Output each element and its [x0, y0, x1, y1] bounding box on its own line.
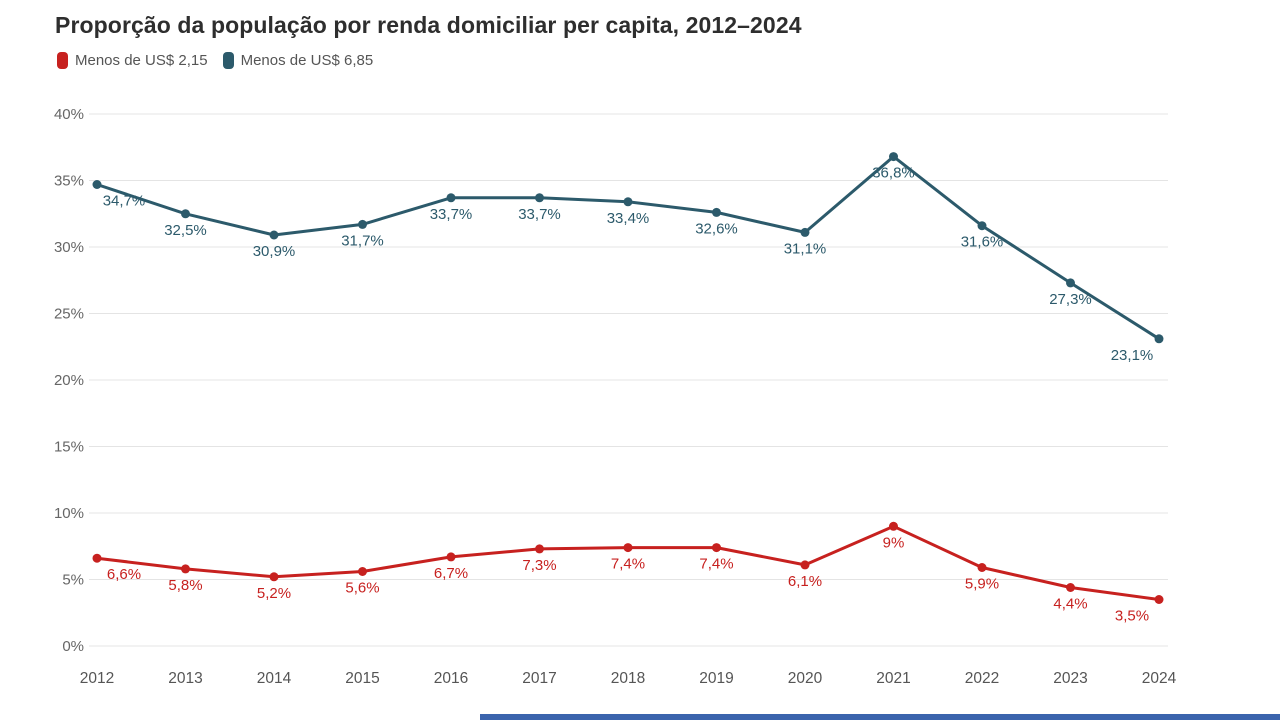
y-axis-label: 40% [54, 106, 84, 123]
data-label: 31,6% [961, 234, 1004, 251]
data-label: 4,4% [1053, 596, 1087, 613]
data-label: 30,9% [253, 243, 296, 260]
data-point [1066, 278, 1075, 288]
y-axis-label: 30% [54, 239, 84, 256]
x-axis-label: 2019 [699, 670, 733, 687]
data-point [1066, 583, 1075, 592]
data-label: 7,4% [699, 556, 733, 573]
data-label: 33,7% [518, 206, 561, 223]
y-axis-label: 10% [54, 505, 84, 522]
x-axis-label: 2018 [611, 670, 645, 687]
x-axis-label: 2022 [965, 670, 999, 687]
data-point [889, 152, 898, 162]
y-axis-label: 35% [54, 173, 84, 190]
legend-label: Menos de US$ 2,15 [75, 52, 208, 69]
data-label: 7,4% [611, 556, 645, 573]
x-axis-label: 2017 [522, 670, 556, 687]
x-axis-label: 2016 [434, 670, 468, 687]
data-point [977, 221, 987, 231]
data-point [269, 572, 279, 582]
data-label: 36,8% [872, 165, 915, 182]
data-label: 5,8% [168, 577, 202, 594]
data-point [977, 563, 987, 572]
legend-label: Menos de US$ 6,85 [240, 52, 374, 69]
data-label: 5,6% [345, 580, 379, 597]
data-point [446, 193, 456, 203]
line-chart: 0% 5% 10% 15% 20% 25% 30% 35% 40% 2012 2013 2014 201… [54, 106, 1177, 687]
data-point [623, 197, 633, 207]
data-point [92, 553, 102, 563]
data-label: 6,7% [434, 565, 468, 582]
data-label: 23,1% [1111, 347, 1154, 364]
data-label: 5,2% [257, 585, 291, 602]
data-point [800, 227, 810, 237]
data-point [358, 567, 367, 576]
chart-title: Proporção da população por renda domicil… [55, 12, 802, 38]
data-label: 34,7% [103, 193, 146, 210]
x-axis-label: 2013 [168, 670, 202, 687]
legend-item: Menos de US$ 6,85 [222, 52, 374, 69]
footer-accent-bar [480, 714, 1280, 720]
data-point [535, 193, 544, 203]
data-point [446, 552, 456, 562]
x-axis-label: 2024 [1142, 670, 1177, 687]
legend: Menos de US$ 2,15 Menos de US$ 6,85 [57, 52, 1280, 69]
data-point [181, 209, 190, 219]
legend-item: Menos de US$ 2,15 [57, 52, 208, 69]
legend-swatch [57, 52, 68, 69]
x-axis-label: 2023 [1053, 670, 1087, 687]
data-label: 31,7% [341, 232, 384, 249]
data-point [889, 521, 898, 531]
data-point [358, 219, 367, 229]
y-axis-label: 25% [54, 306, 84, 323]
data-label: 6,1% [788, 573, 822, 590]
data-label: 9% [883, 534, 905, 551]
data-label: 32,6% [695, 220, 738, 237]
x-axis-label: 2015 [345, 670, 379, 687]
y-axis-label: 5% [62, 572, 84, 589]
data-label: 32,5% [164, 222, 207, 239]
data-label: 5,9% [965, 576, 999, 593]
data-label: 33,7% [430, 206, 473, 223]
x-axis-label: 2014 [257, 670, 292, 687]
x-axis-label: 2020 [788, 670, 823, 687]
data-point [181, 564, 190, 574]
data-label: 31,1% [784, 240, 827, 257]
y-axis-label: 0% [62, 638, 84, 655]
legend-swatch [222, 52, 234, 69]
data-point [269, 230, 279, 240]
data-point [1154, 595, 1164, 604]
data-point [800, 560, 810, 570]
data-point [623, 543, 633, 553]
y-axis-label: 20% [54, 372, 84, 389]
data-label: 3,5% [1115, 608, 1149, 625]
data-label: 27,3% [1049, 291, 1092, 308]
y-axis-label: 15% [54, 439, 84, 456]
data-point [92, 180, 102, 189]
data-point [712, 207, 721, 217]
data-label: 33,4% [607, 210, 650, 227]
data-point [1154, 334, 1164, 344]
data-point [712, 543, 721, 553]
data-label: 6,6% [107, 566, 141, 583]
x-axis-label: 2012 [80, 670, 114, 687]
data-point [535, 544, 544, 554]
x-axis-label: 2021 [876, 670, 910, 687]
data-label: 7,3% [522, 557, 556, 574]
